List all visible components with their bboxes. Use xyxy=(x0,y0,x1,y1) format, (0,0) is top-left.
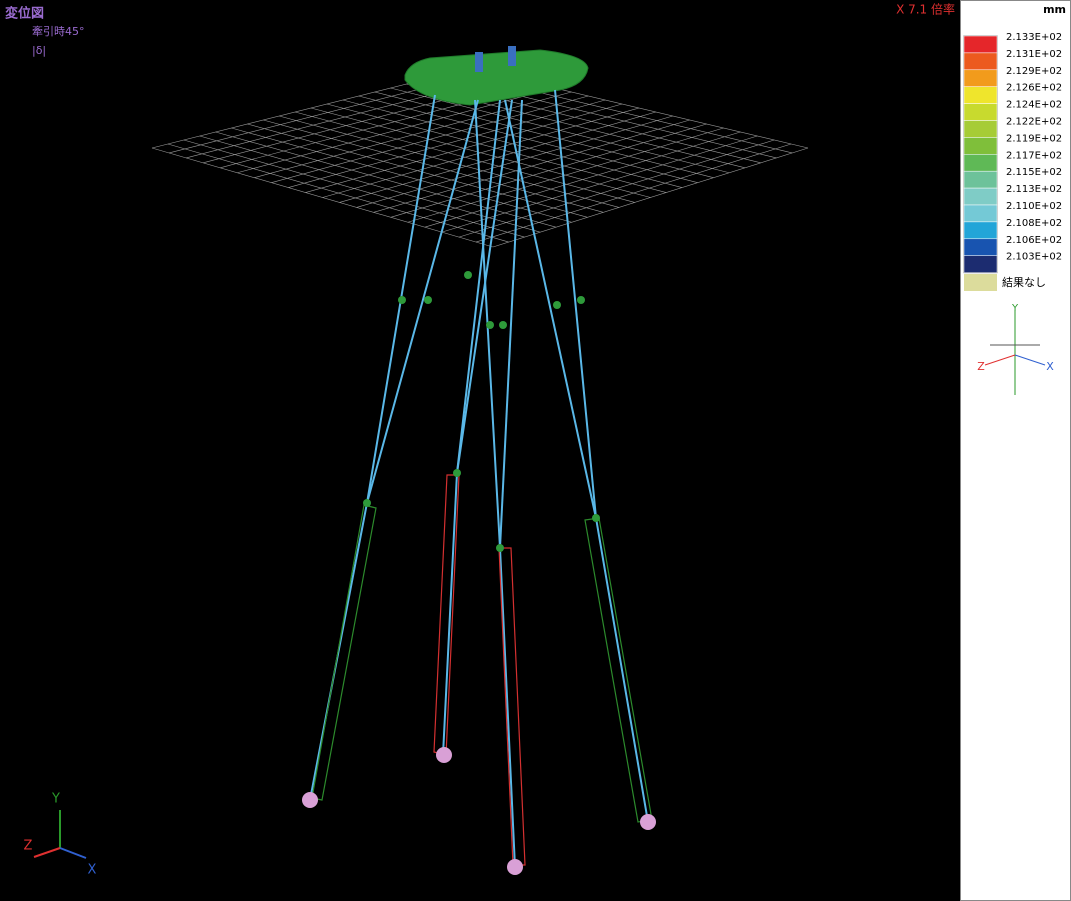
legend-label: 2.122E+02 xyxy=(1006,117,1062,128)
legend-swatch xyxy=(963,103,998,121)
grid-line xyxy=(475,143,792,243)
node xyxy=(496,544,504,552)
legend-swatch xyxy=(963,221,998,240)
legend-swatch xyxy=(963,187,998,206)
node xyxy=(464,271,472,279)
legend-label: 2.126E+02 xyxy=(1006,83,1062,94)
tip xyxy=(507,859,523,875)
leg xyxy=(499,99,523,549)
node xyxy=(486,321,494,329)
bolt xyxy=(508,46,516,66)
node xyxy=(363,499,371,507)
legend-swatch xyxy=(963,86,998,104)
nodes xyxy=(363,271,600,552)
legend-label: 2.115E+02 xyxy=(1006,167,1062,178)
legend-swatch xyxy=(963,204,998,223)
legend-swatch xyxy=(963,154,998,172)
legend-swatch xyxy=(963,137,998,155)
grid-line xyxy=(458,139,775,238)
grid-line xyxy=(424,131,741,228)
axis-label: Z xyxy=(977,360,985,373)
legend-label: 2.108E+02 xyxy=(1006,218,1062,229)
grid-line xyxy=(356,115,673,208)
axis-label: Z xyxy=(24,839,33,854)
title: 変位図 xyxy=(5,6,44,22)
legend-label: 2.119E+02 xyxy=(1006,133,1062,144)
axis-triad-panel: Y Z X xyxy=(977,303,1054,395)
legend-label: 2.129E+02 xyxy=(1006,66,1062,77)
bolt xyxy=(475,52,483,72)
tip xyxy=(302,792,318,808)
grid-line xyxy=(374,91,714,178)
unit: mm xyxy=(1043,3,1066,16)
grid-line xyxy=(322,107,640,198)
no-result-label: 結果なし xyxy=(1002,275,1046,289)
legend-label: 2.131E+02 xyxy=(1006,49,1062,60)
node xyxy=(453,469,461,477)
grid-line xyxy=(339,111,656,203)
legend-swatch xyxy=(963,69,998,87)
node xyxy=(424,296,432,304)
axis-label: X xyxy=(88,863,97,878)
grid-line xyxy=(342,99,683,188)
tip xyxy=(640,814,656,830)
component: |δ| xyxy=(32,44,46,57)
node xyxy=(398,296,406,304)
legend-label: 2.124E+02 xyxy=(1006,100,1062,111)
node xyxy=(577,296,585,304)
legend-swatch xyxy=(963,35,998,54)
axis-label: X xyxy=(1046,360,1054,373)
scale: X 7.1 倍率 xyxy=(896,2,955,17)
legend: 2.133E+02 2.131E+02 2.129E+02 2.126E+02 2.12… xyxy=(963,32,1062,274)
legend-swatch xyxy=(963,255,998,273)
legend-label: 2.113E+02 xyxy=(1006,184,1062,195)
legend-label: 2.106E+02 xyxy=(1006,235,1062,246)
leg xyxy=(504,99,597,519)
pile xyxy=(498,547,526,866)
grid-line xyxy=(390,87,730,174)
node xyxy=(592,514,600,522)
leg xyxy=(366,99,479,504)
legend-label: 2.110E+02 xyxy=(1006,201,1062,212)
axis-label: Y xyxy=(51,792,60,807)
tip xyxy=(436,747,452,763)
legend-swatch xyxy=(963,120,998,138)
node xyxy=(499,321,507,329)
grid-line xyxy=(390,123,707,218)
legend-swatch xyxy=(963,52,998,71)
legend-label: 2.117E+02 xyxy=(1006,150,1062,161)
node xyxy=(553,301,561,309)
grid-line xyxy=(326,103,667,193)
grid-line xyxy=(492,147,809,248)
grid-line xyxy=(407,127,724,223)
case: 牽引時45° xyxy=(32,24,85,38)
grid-line xyxy=(358,95,698,183)
no-result-swatch xyxy=(964,274,997,291)
pile-tips xyxy=(302,747,656,875)
pile xyxy=(311,504,377,801)
legend-swatch xyxy=(963,238,998,256)
legend-label: 2.133E+02 xyxy=(1006,32,1062,43)
grid-line xyxy=(373,119,690,213)
axis-label: Y xyxy=(1011,303,1019,314)
axis-triad-view: Y Z X xyxy=(24,792,97,878)
legend-label: 2.103E+02 xyxy=(1006,252,1062,263)
legend-swatch xyxy=(963,170,998,189)
